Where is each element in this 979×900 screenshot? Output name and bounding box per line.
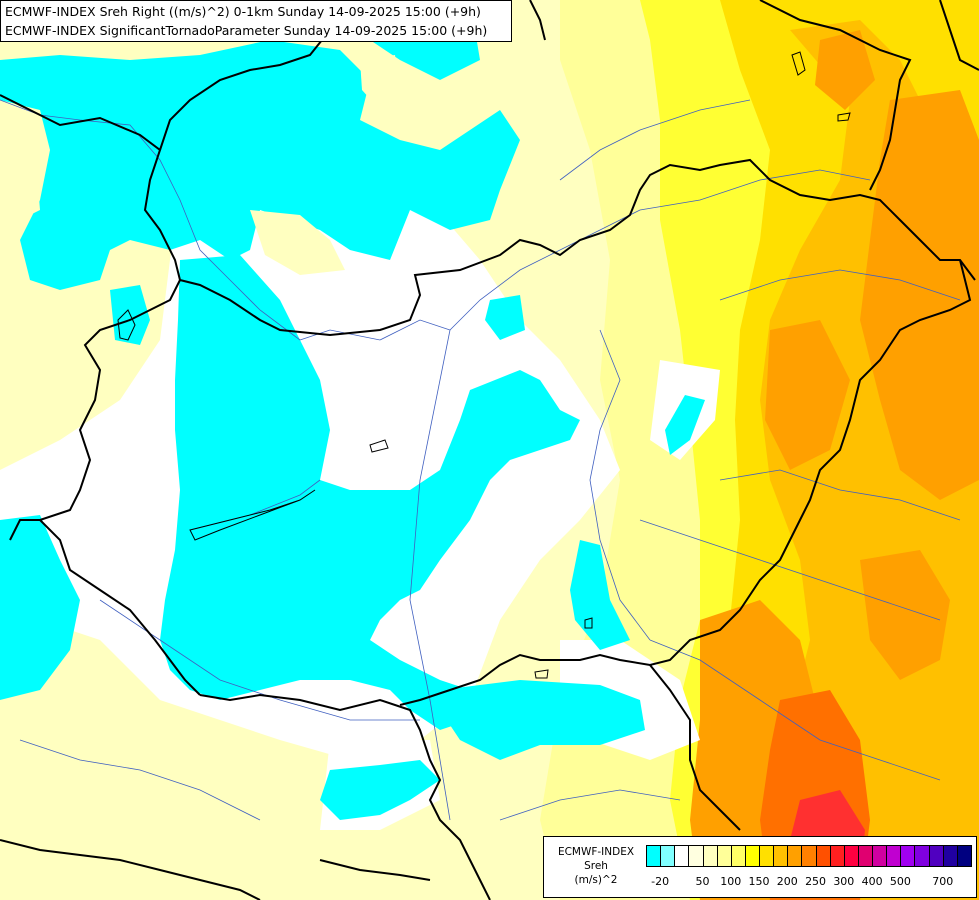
legend-color-bar — [646, 845, 972, 867]
legend-swatch — [915, 845, 930, 867]
legend-swatch — [689, 845, 704, 867]
legend-swatch — [788, 845, 803, 867]
legend-tick: 300 — [833, 875, 855, 888]
legend-unit: (m/s)^2 — [574, 874, 618, 886]
legend-swatch — [816, 845, 831, 867]
legend-swatch — [647, 845, 662, 867]
legend-source: ECMWF-INDEX — [557, 846, 635, 858]
legend-swatch — [858, 845, 873, 867]
legend-swatch — [901, 845, 916, 867]
legend-swatch — [745, 845, 760, 867]
legend-tick: 50 — [695, 875, 710, 888]
legend-swatch — [873, 845, 888, 867]
legend-swatch — [929, 845, 944, 867]
field-cyan — [0, 40, 520, 290]
legend-variable: Sreh — [584, 860, 608, 872]
legend-swatch — [774, 845, 789, 867]
field-pale-yellow — [0, 150, 40, 230]
field-cyan — [0, 515, 80, 700]
field-cyan — [485, 295, 525, 340]
legend-swatch — [675, 845, 690, 867]
legend-swatch — [802, 845, 817, 867]
field-orange — [860, 550, 950, 680]
legend-swatch — [957, 845, 972, 867]
legend-swatch — [844, 845, 859, 867]
legend-swatch — [703, 845, 718, 867]
field-cyan — [320, 760, 440, 820]
legend-tick: 400 — [861, 875, 883, 888]
legend-swatch — [943, 845, 958, 867]
legend-tick: 150 — [748, 875, 770, 888]
legend-swatch — [717, 845, 732, 867]
legend-swatch — [661, 845, 676, 867]
legend-tick: 250 — [805, 875, 827, 888]
legend-tick: -20 — [651, 875, 670, 888]
field-cyan — [440, 680, 645, 760]
field-cyan — [160, 255, 580, 730]
legend: ECMWF-INDEX Sreh (m/s)^2 -20 50 100 150 200 2… — [543, 836, 977, 898]
field-orange — [815, 30, 875, 110]
legend-tick: 500 — [889, 875, 911, 888]
legend-swatch — [731, 845, 746, 867]
legend-swatch — [760, 845, 775, 867]
title-line-stp: ECMWF-INDEX SignificantTornadoParameter … — [5, 23, 488, 38]
legend-tick-labels: -20 50 100 150 200 250 300 400 500 700 — [646, 875, 971, 891]
legend-tick: 700 — [932, 875, 954, 888]
legend-swatch — [830, 845, 845, 867]
field-orange — [860, 90, 979, 500]
title-line-sreh: ECMWF-INDEX Sreh Right ((m/s)^2) 0-1km S… — [5, 4, 481, 19]
rivers — [0, 99, 961, 821]
legend-tick: 200 — [776, 875, 798, 888]
field-cyan — [665, 395, 705, 455]
field-pale-yellow — [360, 55, 400, 110]
lakes — [117, 51, 851, 679]
field-orange — [765, 320, 850, 470]
legend-swatch — [887, 845, 902, 867]
map-title-box: ECMWF-INDEX Sreh Right ((m/s)^2) 0-1km S… — [0, 0, 512, 42]
legend-labels: ECMWF-INDEX Sreh (m/s)^2 — [548, 845, 644, 887]
field-pale-yellow — [250, 210, 345, 275]
legend-tick: 100 — [720, 875, 742, 888]
